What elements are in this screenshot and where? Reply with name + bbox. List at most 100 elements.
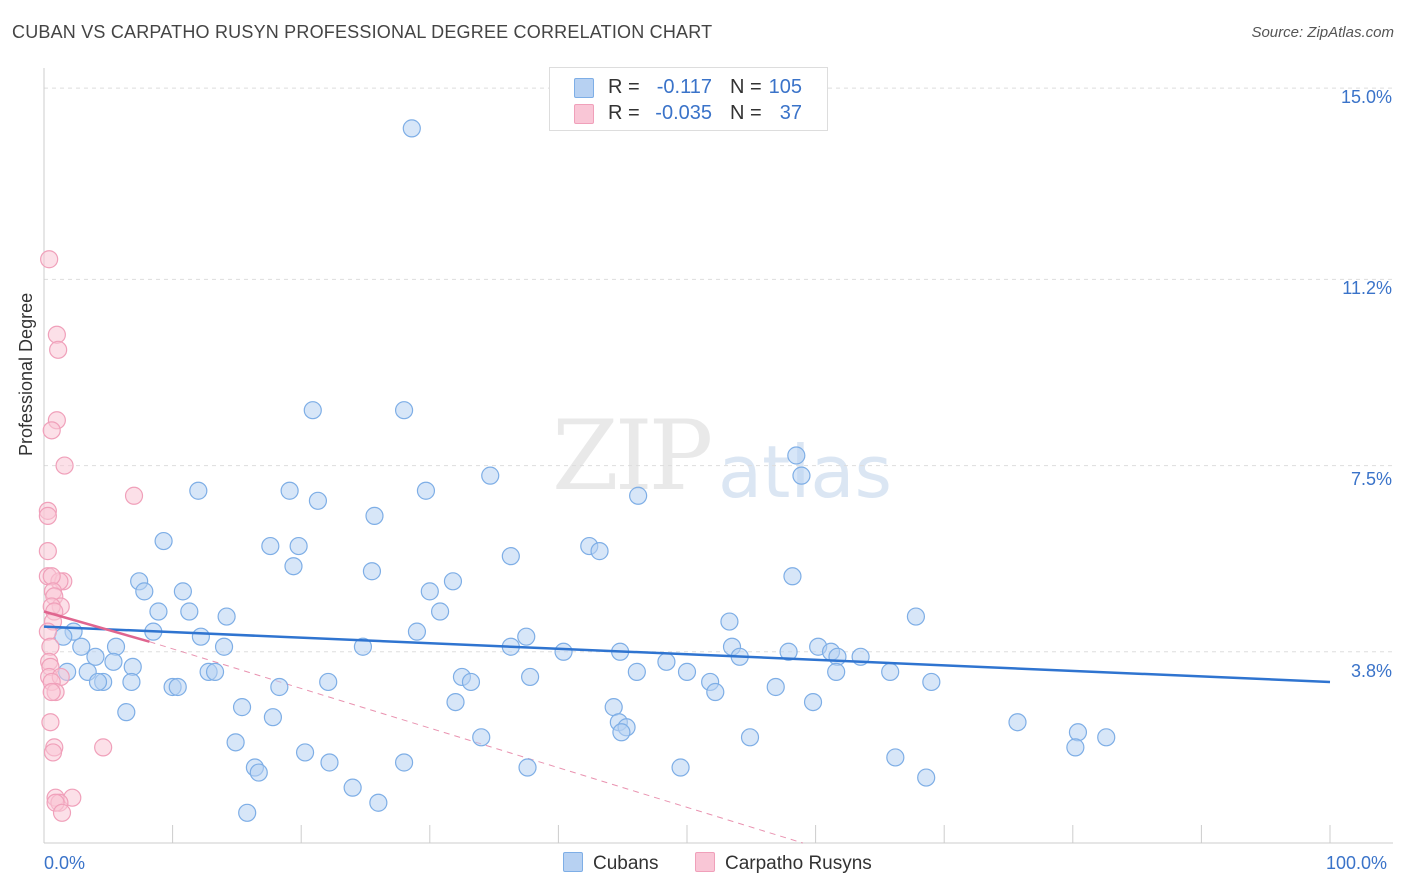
rusyn-point	[124, 486, 144, 505]
cuban-point	[779, 642, 798, 661]
cuban-point	[612, 723, 631, 742]
cuban-point	[922, 672, 941, 692]
cuban-point	[501, 547, 520, 566]
bottom-legend-label-rusyns: Carpatho Rusyns	[725, 853, 872, 874]
cuban-point	[402, 119, 421, 138]
cuban-point	[320, 753, 339, 772]
cuban-point	[238, 803, 257, 822]
cuban-point	[657, 652, 676, 671]
cuban-point	[369, 793, 388, 812]
cuban-point	[720, 612, 739, 631]
cuban-point	[416, 481, 436, 500]
cuban-point	[365, 506, 384, 525]
cuban-point	[803, 692, 823, 712]
rusyn-point	[49, 340, 68, 359]
cuban-point	[792, 466, 811, 485]
rusyn-point	[42, 421, 61, 440]
cuban-point	[135, 582, 154, 601]
cuban-point	[604, 698, 623, 717]
chart-title: CUBAN VS CARPATHO RUSYN PROFESSIONAL DEG…	[12, 22, 713, 42]
legend-n-value: 105	[768, 76, 802, 98]
cuban-point	[270, 677, 289, 697]
cuban-point	[284, 557, 303, 576]
rusyn-point	[38, 542, 57, 561]
cuban-point	[906, 607, 926, 626]
cuban-point	[189, 481, 208, 500]
rusyn-point	[47, 325, 66, 344]
legend-n-label: N =	[730, 76, 762, 98]
cuban-point	[280, 481, 299, 500]
y-tick-label: 15.0%	[1340, 87, 1392, 107]
cuban-point	[303, 401, 322, 420]
cuban-point	[104, 652, 123, 671]
cuban-point	[554, 642, 573, 661]
cuban-point	[249, 763, 268, 782]
cuban-point	[886, 748, 905, 767]
cuban-point	[420, 582, 439, 601]
cuban-trend-line	[43, 625, 1331, 684]
bottom-legend-swatch-cubans	[563, 852, 583, 872]
legend-swatch-cubans	[574, 78, 594, 98]
source-label: Source: ZipAtlas.com	[1251, 24, 1394, 41]
cuban-point	[123, 657, 142, 676]
rusyn-point	[94, 738, 113, 757]
legend-n-label: N =	[730, 102, 762, 124]
legend-row-cubans: R = -0.117 N = 105	[550, 76, 827, 102]
cuban-point	[1066, 738, 1085, 757]
cuban-point	[407, 622, 427, 641]
cuban-point	[481, 466, 500, 485]
cuban-point	[521, 667, 540, 687]
cuban-point	[173, 582, 192, 601]
cuban-point	[205, 662, 225, 681]
cuban-point	[353, 637, 373, 656]
cuban-point	[706, 682, 725, 702]
rusyn-point	[52, 803, 72, 822]
cuban-point	[261, 536, 280, 556]
cuban-point	[217, 607, 236, 626]
cuban-point	[362, 562, 382, 581]
cuban-point	[787, 446, 806, 465]
cuban-point	[917, 768, 936, 787]
y-tick-label: 7.5%	[1350, 469, 1392, 489]
cuban-point	[828, 647, 847, 666]
cuban-point	[191, 627, 210, 646]
rusyn-point	[41, 637, 60, 656]
cuban-point	[86, 647, 105, 666]
cuban-point	[149, 602, 168, 621]
cuban-point	[289, 536, 308, 556]
y-tick-label: 3.8%	[1350, 661, 1392, 681]
cuban-point	[1068, 723, 1088, 742]
cuban-point	[232, 698, 252, 717]
x-tick-label-min: 0.0%	[44, 853, 86, 873]
legend-row-rusyns: R = -0.035 N = 37	[550, 102, 827, 128]
cuban-point	[1008, 713, 1027, 732]
rusyn-point	[42, 682, 61, 702]
cuban-point	[154, 531, 173, 551]
cuban-point	[461, 672, 481, 692]
cuban-point	[629, 486, 648, 505]
cuban-point	[443, 572, 463, 591]
bottom-legend-cubans: Cubans	[563, 852, 659, 875]
y-tick-label: 11.2%	[1342, 278, 1392, 298]
cuban-point	[827, 662, 846, 681]
legend-n-value: 37	[779, 102, 802, 124]
cuban-point	[783, 567, 802, 586]
cuban-point	[394, 401, 414, 420]
y-axis-label: Professional Degree	[16, 292, 36, 456]
x-tick-label-max: 100.0%	[1326, 853, 1388, 873]
legend-r-value: -0.035	[655, 102, 712, 124]
legend-r-value: -0.117	[656, 76, 712, 98]
cuban-point	[430, 602, 450, 621]
cuban-point	[72, 637, 91, 656]
cuban-point	[740, 728, 760, 747]
rusyn-point	[41, 713, 60, 732]
cuban-point	[214, 637, 234, 656]
cuban-point	[671, 758, 690, 777]
rusyn-point	[38, 506, 57, 525]
cuban-point	[308, 491, 328, 510]
cuban-point	[106, 637, 126, 656]
cuban-point	[263, 708, 283, 727]
cuban-point	[394, 753, 414, 772]
cuban-point	[180, 602, 199, 621]
rusyn-point	[42, 567, 61, 586]
